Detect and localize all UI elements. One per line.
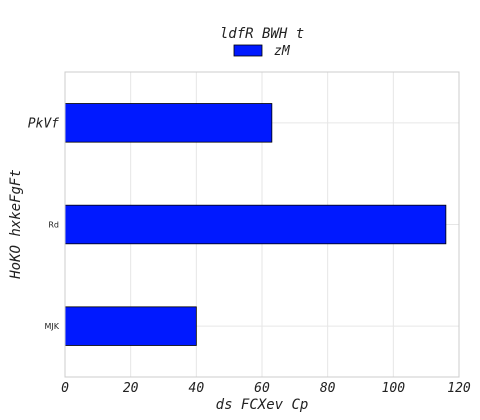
bar [64, 204, 447, 245]
x-tick-labels: 0 20 40 60 80 100 120 [61, 381, 471, 396]
y-tick-labels: PkVf Rd MJK [28, 116, 60, 331]
x-tick-label: 40 [189, 381, 205, 396]
y-tick-label: Rd [48, 220, 59, 229]
x-tick-label: 0 [61, 381, 69, 396]
y-tick-label: MJK [44, 322, 59, 331]
x-tick-label: 60 [254, 381, 270, 396]
chart-title: ldfR BWH t [220, 26, 304, 42]
x-tick-label: 20 [123, 381, 139, 396]
x-axis-label: ds FCXev Cp [216, 397, 309, 413]
x-tick-label: 100 [382, 381, 406, 396]
bars [64, 103, 447, 346]
legend: zM [233, 44, 291, 59]
legend-swatch [233, 44, 263, 57]
legend-label: zM [274, 44, 291, 59]
x-tick-label: 120 [447, 381, 471, 396]
bar [64, 103, 273, 143]
x-tick-label: 80 [320, 381, 336, 396]
y-axis-label: HoKO hxkeFgFt [8, 169, 24, 280]
bar [64, 306, 197, 346]
plot-frame [64, 71, 460, 378]
y-tick-label: PkVf [28, 116, 59, 131]
